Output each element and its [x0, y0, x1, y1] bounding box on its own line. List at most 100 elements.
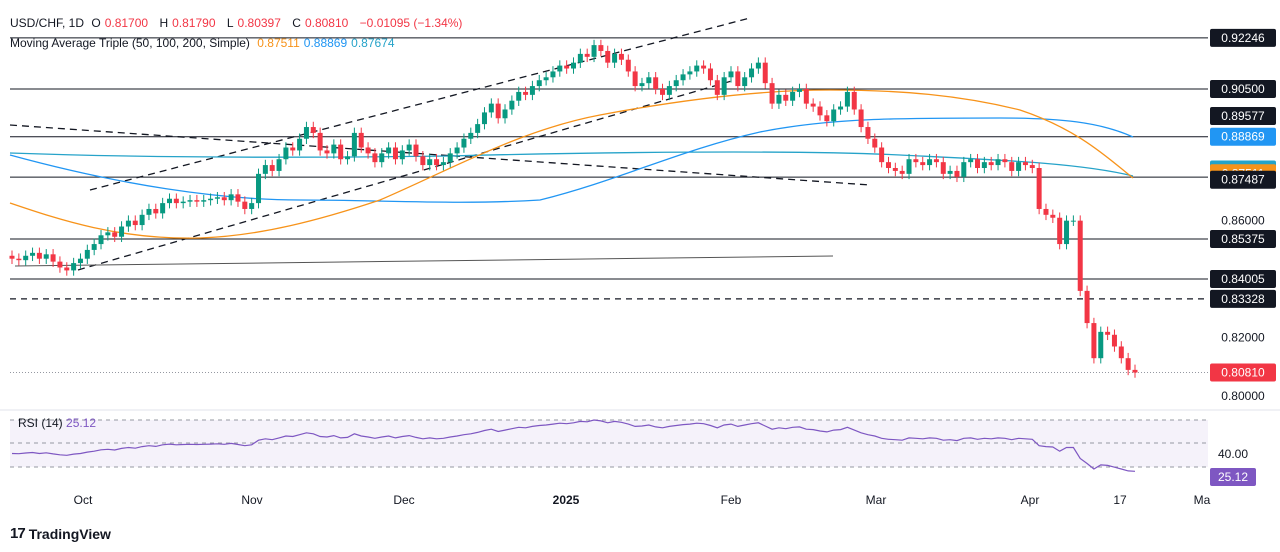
price-axis-label: 0.82000	[1221, 331, 1265, 345]
candle	[242, 196, 248, 215]
candle	[694, 60, 700, 77]
rsi-band	[10, 420, 1208, 467]
candle	[1077, 215, 1083, 297]
candle	[392, 142, 398, 165]
price-axis-label: 0.85375	[1221, 232, 1265, 246]
candle-body	[742, 77, 748, 87]
candle	[1118, 341, 1124, 364]
candle	[71, 257, 77, 276]
candle-body	[434, 159, 440, 166]
candle	[447, 148, 453, 168]
candle	[283, 142, 289, 165]
candle	[84, 244, 90, 264]
candle-body	[256, 173, 262, 204]
candle-body	[324, 150, 330, 154]
candle	[1091, 317, 1097, 364]
candle	[481, 107, 487, 130]
candle-body	[413, 144, 419, 157]
change-value: −0.01095 (−1.34%)	[359, 16, 463, 30]
time-axis-label: Ma	[1194, 493, 1211, 507]
candle	[728, 66, 734, 83]
candle-body	[36, 252, 42, 259]
price-label-box	[1210, 28, 1276, 47]
candle	[9, 250, 15, 264]
candle	[351, 127, 357, 162]
candle	[235, 189, 241, 207]
candle	[605, 45, 611, 68]
tradingview-brand[interactable]: 17 TradingView	[10, 525, 111, 542]
price-label-box	[1210, 80, 1276, 98]
candle-body	[913, 159, 919, 163]
candle	[543, 72, 549, 86]
rsi-line	[11, 419, 1136, 472]
candle-body	[618, 53, 624, 60]
candle	[851, 86, 857, 115]
candle-body	[1043, 208, 1049, 215]
candle	[1009, 156, 1015, 177]
candle	[612, 48, 618, 68]
candle-body	[399, 150, 405, 160]
candle	[153, 203, 159, 219]
candle-body	[98, 235, 104, 245]
candle-body	[461, 138, 467, 148]
candle-body	[420, 156, 426, 166]
candle	[831, 104, 837, 127]
long-trendline	[14, 255, 834, 267]
candle	[598, 39, 604, 57]
candle	[714, 74, 720, 101]
candle	[146, 203, 152, 221]
candle-body	[769, 83, 775, 104]
candle-body	[755, 62, 761, 69]
candle	[755, 57, 761, 74]
candle	[885, 156, 891, 174]
candle	[420, 151, 426, 171]
candle	[160, 197, 166, 219]
candle-body	[1070, 220, 1076, 222]
candle	[858, 104, 864, 133]
candle-body	[824, 115, 830, 122]
descending-trendline	[9, 124, 871, 186]
candle	[776, 89, 782, 109]
candle-body	[406, 144, 412, 151]
candle	[358, 127, 364, 153]
candle	[707, 63, 713, 86]
candle	[1022, 156, 1028, 171]
candle	[427, 153, 433, 171]
candle	[796, 83, 802, 98]
candle	[331, 139, 337, 159]
time-axis-label: Apr	[1021, 493, 1040, 507]
candle-body	[386, 147, 392, 154]
candle-body	[1009, 162, 1015, 171]
candle	[139, 209, 145, 231]
candle-body	[249, 203, 255, 209]
candle	[64, 262, 70, 276]
candle-body	[550, 71, 556, 78]
candle-body	[153, 208, 159, 214]
candle	[214, 191, 220, 204]
candle	[30, 247, 36, 262]
ma50-value: 0.87511	[257, 36, 300, 50]
candle-body	[235, 194, 241, 202]
candle	[91, 238, 97, 256]
candle-body	[331, 144, 337, 154]
candle	[940, 156, 946, 180]
candle-body	[714, 80, 720, 95]
candle	[406, 139, 412, 156]
candle	[1002, 153, 1008, 168]
candle-body	[468, 132, 474, 139]
candle-body	[427, 159, 433, 166]
channel-upper-trendline	[89, 17, 751, 191]
candle-body	[543, 77, 549, 81]
candle-body	[1111, 334, 1117, 347]
candle	[475, 118, 481, 139]
price-axis-label: 0.92246	[1221, 31, 1265, 45]
candle-body	[119, 226, 125, 237]
candle	[742, 72, 748, 92]
candle	[947, 165, 953, 180]
candle	[660, 83, 666, 101]
candle-body	[242, 201, 248, 209]
candle-body	[1016, 162, 1022, 171]
candle-body	[879, 147, 885, 163]
candle-body	[1098, 331, 1104, 359]
